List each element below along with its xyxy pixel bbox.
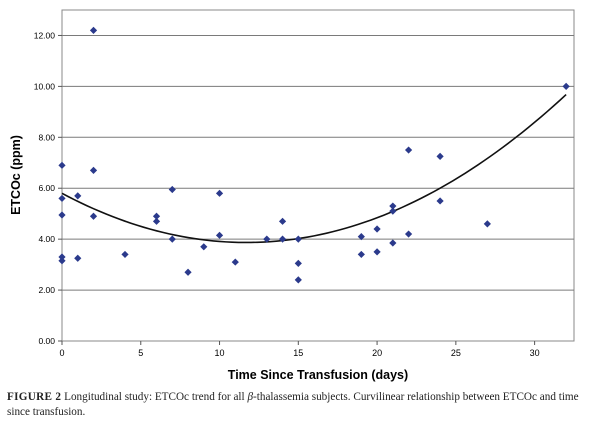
data-point <box>74 192 82 200</box>
data-point <box>58 211 66 219</box>
y-tick-label: 10.00 <box>34 81 56 91</box>
x-tick-label: 20 <box>372 348 382 358</box>
data-point <box>231 258 239 266</box>
data-point <box>74 254 82 262</box>
data-point <box>294 259 302 267</box>
data-point <box>483 220 491 228</box>
data-points <box>58 26 570 284</box>
axes: 0.00 2.00 4.00 6.00 8.00 10.00 12.00 0 5 10 15 20 25… <box>34 30 540 358</box>
caption-beta-symbol: β <box>247 391 254 403</box>
data-point <box>389 207 397 215</box>
data-point <box>373 248 381 256</box>
data-point <box>58 161 66 169</box>
y-tick-label: 4.00 <box>38 234 55 244</box>
x-tick-label: 30 <box>530 348 540 358</box>
data-point <box>215 231 224 239</box>
plot-area <box>61 9 575 342</box>
data-point <box>562 82 570 90</box>
data-point <box>168 185 176 194</box>
data-point <box>58 253 66 261</box>
gridlines <box>62 34 574 291</box>
data-point <box>278 235 287 243</box>
data-point <box>278 217 287 225</box>
data-point <box>152 217 161 225</box>
data-point <box>294 276 302 284</box>
data-point <box>357 233 365 241</box>
y-tick-label: 12.00 <box>34 30 56 40</box>
x-axis-title: Time Since Transfusion (days) <box>228 368 408 382</box>
data-point <box>58 257 66 265</box>
figure-caption: FIGURE 2 Longitudinal study: ETCOc trend… <box>7 390 585 420</box>
y-tick-label: 8.00 <box>38 132 55 142</box>
data-point <box>89 212 98 220</box>
data-point <box>389 202 397 210</box>
data-point <box>357 250 365 259</box>
y-axis-title: ETCOc (ppm) <box>9 135 23 215</box>
trendline <box>61 93 567 244</box>
data-point <box>152 212 161 220</box>
data-point <box>168 235 176 243</box>
data-point <box>89 26 98 34</box>
caption-text-part2: -thalassemia subjects. Curvilinear relat… <box>7 391 579 418</box>
x-tick-label: 5 <box>138 348 143 358</box>
y-tick-label: 0.00 <box>38 336 55 346</box>
data-point <box>373 225 381 233</box>
data-point <box>404 146 413 154</box>
data-point <box>121 250 129 259</box>
data-point <box>58 194 66 203</box>
data-point <box>436 152 444 161</box>
x-tick-label: 10 <box>215 348 225 358</box>
data-point <box>294 235 302 243</box>
y-tick-label: 2.00 <box>38 285 55 295</box>
data-point <box>184 268 192 276</box>
data-point <box>215 189 224 197</box>
x-tick-label: 0 <box>59 348 64 358</box>
caption-label: FIGURE 2 <box>7 391 62 403</box>
data-point <box>404 230 413 238</box>
y-tick-label: 6.00 <box>38 183 55 193</box>
data-point <box>436 197 444 205</box>
scatter-chart: 0.00 2.00 4.00 6.00 8.00 10.00 12.00 0 5 10 15 20 25… <box>9 9 575 382</box>
trendline-layer <box>61 93 567 244</box>
data-point <box>89 166 98 175</box>
caption-text-part1: Longitudinal study: ETCOc trend for all <box>61 391 248 403</box>
data-point <box>200 243 208 251</box>
data-point <box>389 239 397 247</box>
x-tick-label: 15 <box>293 348 303 358</box>
data-point <box>263 235 271 243</box>
x-tick-label: 25 <box>451 348 461 358</box>
